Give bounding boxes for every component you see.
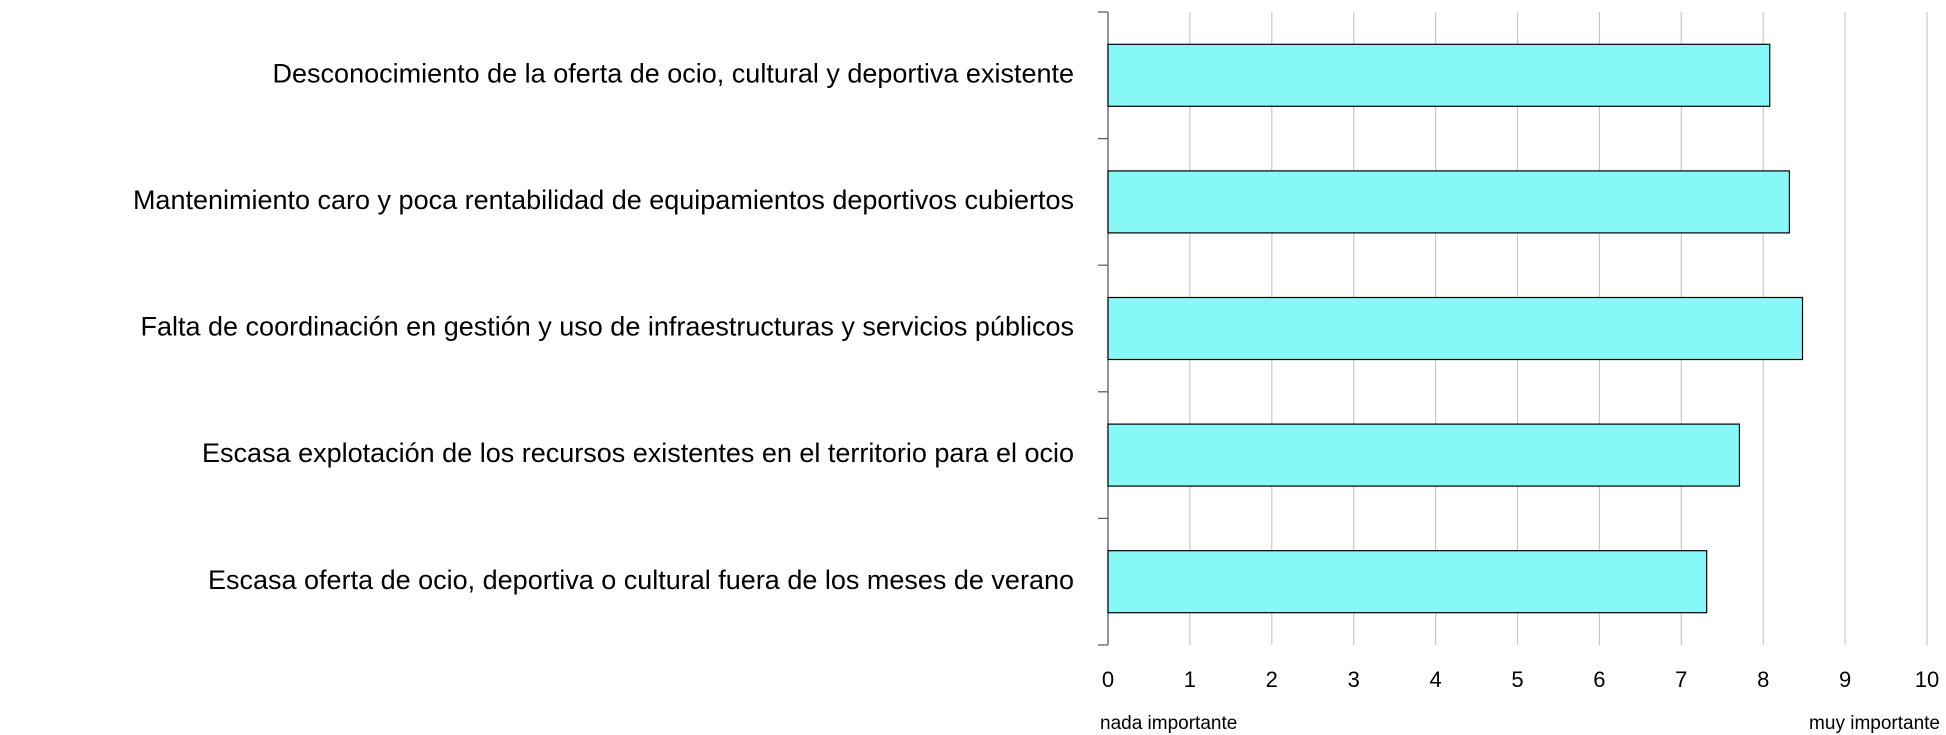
- y-tick-label: Falta de coordinación en gestión y uso d…: [141, 312, 1075, 342]
- bar: [1107, 550, 1708, 614]
- x-tick-label: 2: [1266, 667, 1278, 692]
- x-tick-label: 9: [1839, 667, 1851, 692]
- x-tick-label: 7: [1675, 667, 1687, 692]
- y-tick-label: Escasa oferta de ocio, deportiva o cultu…: [208, 565, 1074, 595]
- bar: [1107, 43, 1771, 107]
- x-tick-label: 8: [1757, 667, 1769, 692]
- bar: [1107, 170, 1791, 234]
- x-tick-label: 5: [1511, 667, 1523, 692]
- bar: [1107, 296, 1804, 361]
- axis-note-right: muy importante: [1809, 713, 1940, 734]
- x-tick-label: 0: [1102, 667, 1114, 692]
- axis-note-left: nada importante: [1100, 713, 1237, 734]
- x-tick-label: 1: [1184, 667, 1196, 692]
- x-tick-label: 10: [1915, 667, 1939, 692]
- x-tick-label: 4: [1429, 667, 1441, 692]
- bar: [1107, 423, 1741, 487]
- x-tick-label: 6: [1593, 667, 1605, 692]
- y-tick-label: Desconocimiento de la oferta de ocio, cu…: [273, 58, 1074, 88]
- x-tick-label: 3: [1348, 667, 1360, 692]
- y-tick-label: Mantenimiento caro y poca rentabilidad d…: [133, 185, 1074, 215]
- y-tick-label: Escasa explotación de los recursos exist…: [202, 438, 1074, 468]
